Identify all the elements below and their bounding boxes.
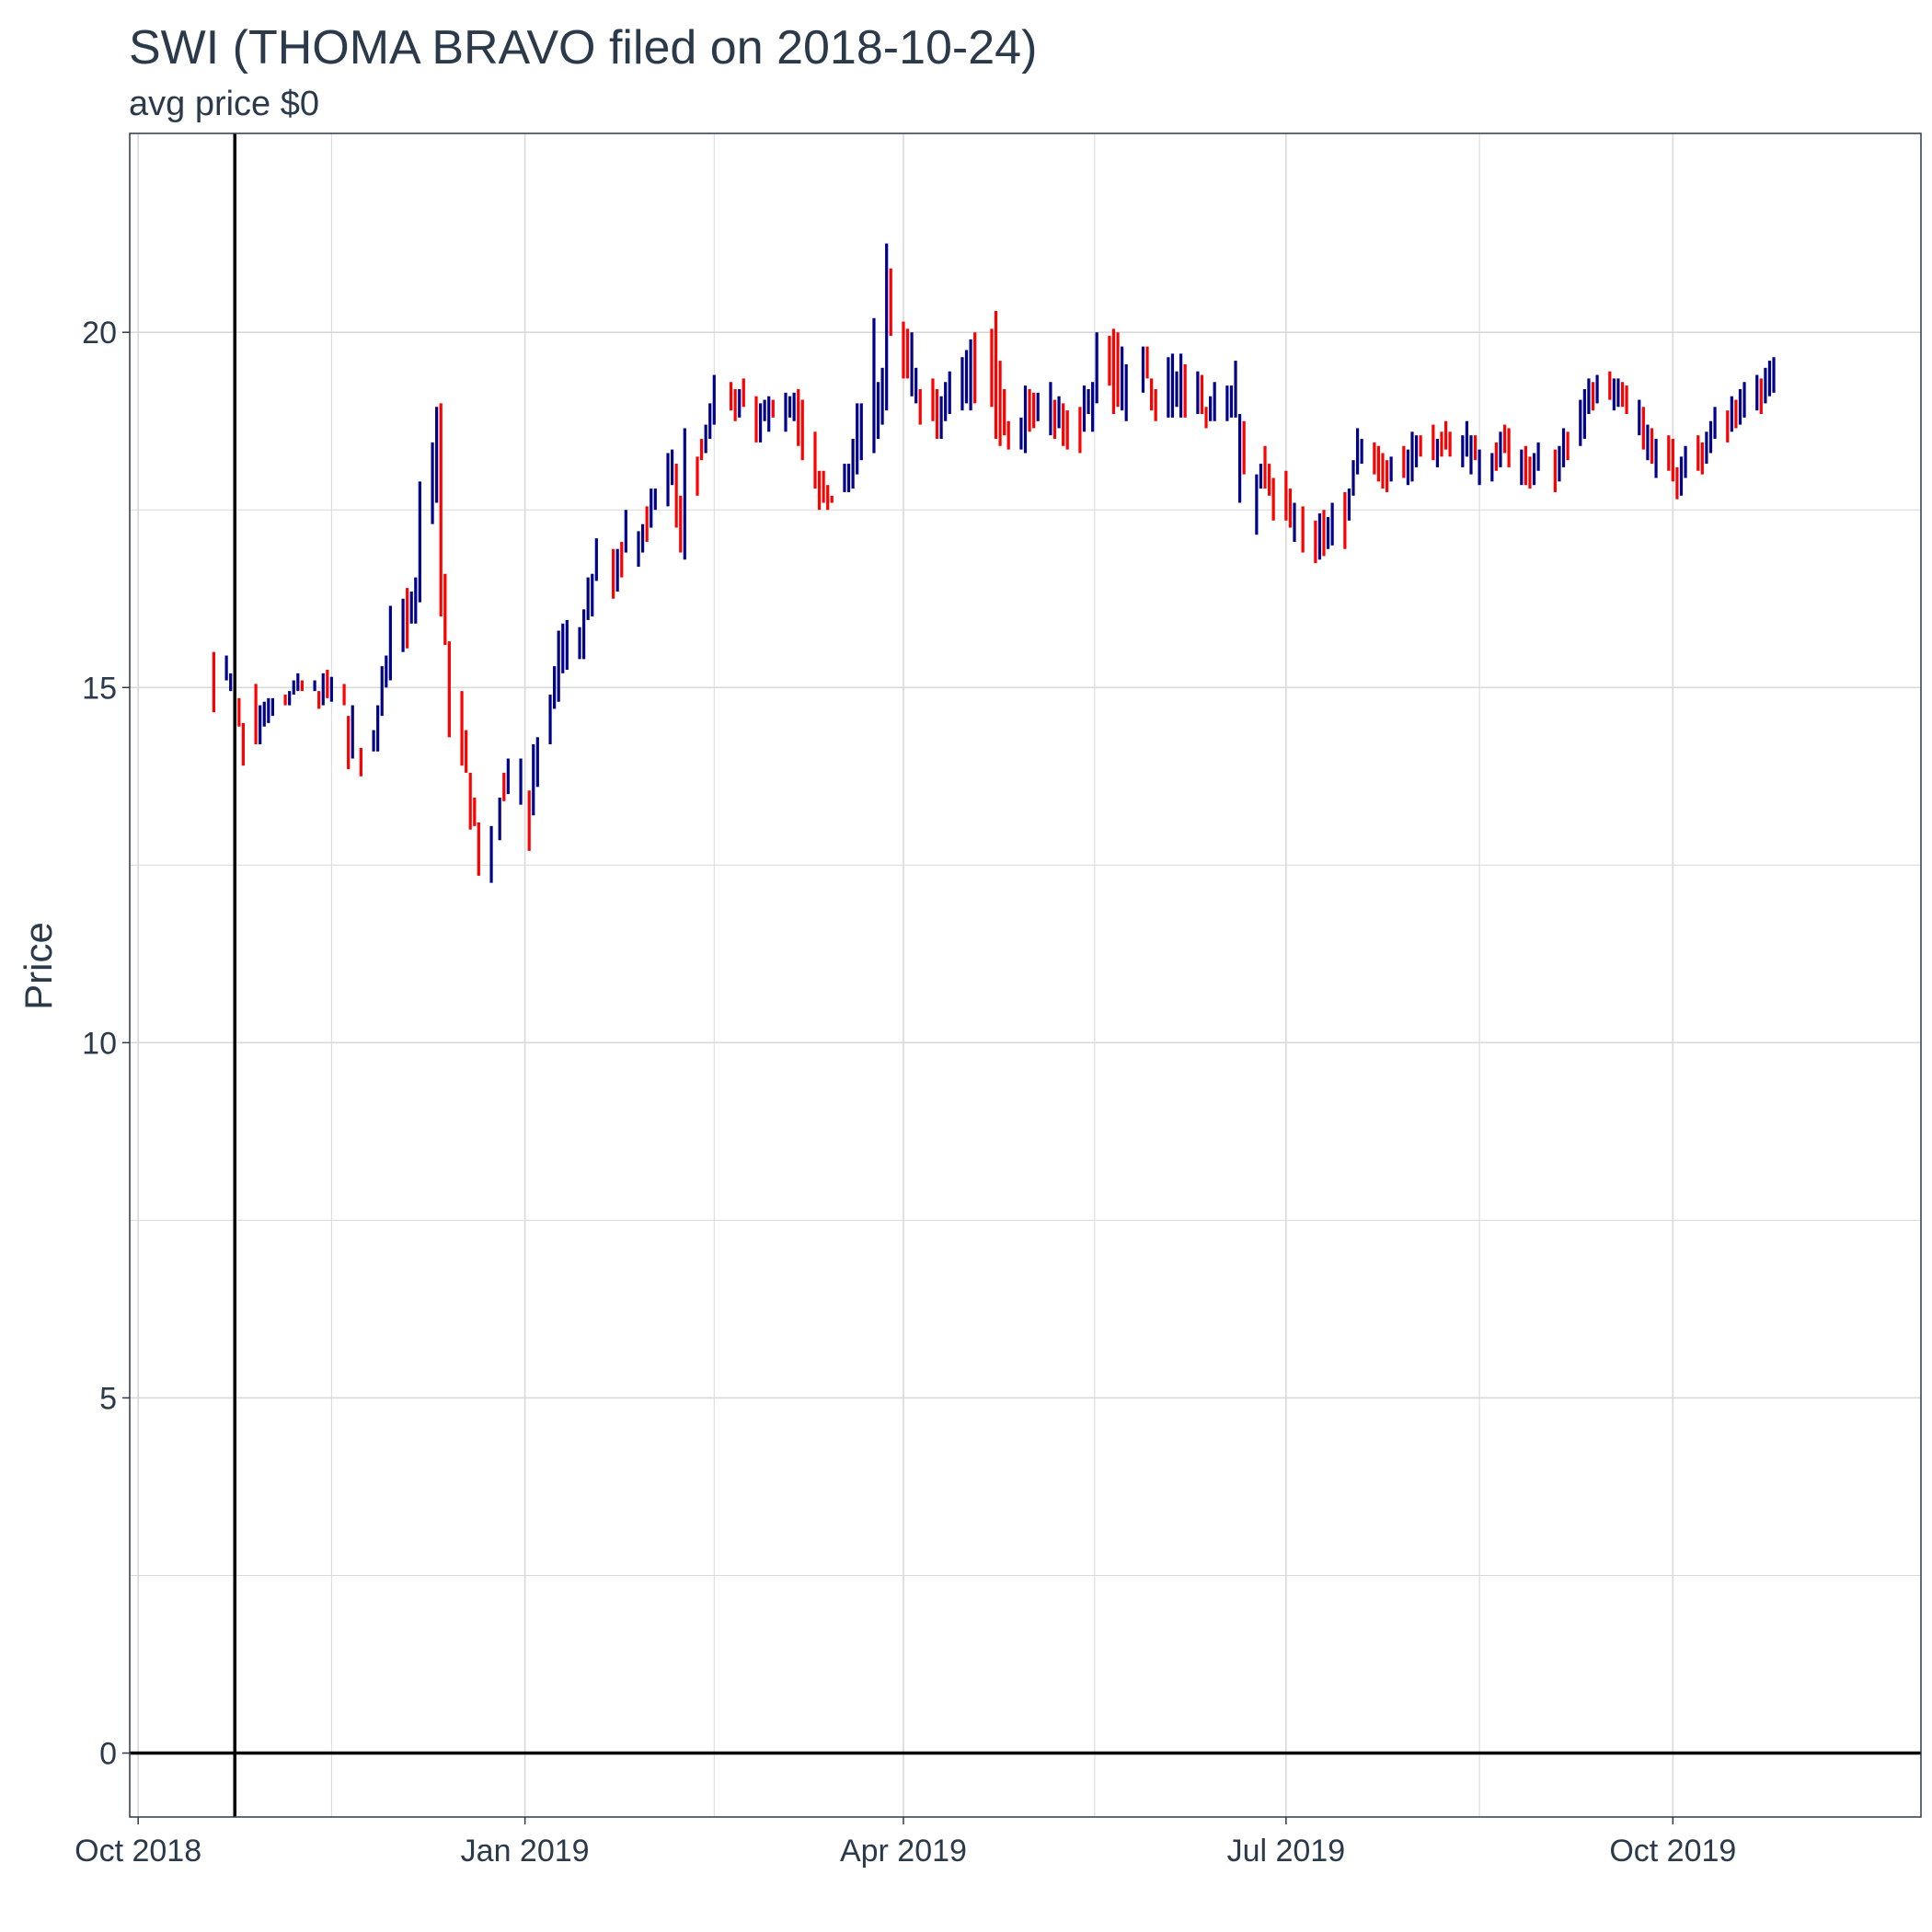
x-tick-label: Apr 2019 (840, 1834, 967, 1869)
y-tick-label: 15 (82, 671, 117, 706)
x-tick-label: Jan 2019 (461, 1834, 590, 1869)
grid-lines (130, 133, 1921, 1817)
x-tick-label: Jul 2019 (1227, 1834, 1346, 1869)
x-axis-ticks: Oct 2018 Jan 2019 Apr 2019 Jul 2019 Oct 2019 (75, 1817, 1736, 1869)
y-axis-title: Price (17, 922, 60, 1010)
plot-panel-border (129, 132, 1922, 1818)
y-tick-label: 0 (99, 1737, 117, 1772)
y-tick-label: 20 (82, 316, 117, 351)
y-axis-ticks: 0 5 10 15 20 (82, 316, 130, 1772)
chart-subtitle: avg price $0 (129, 85, 320, 123)
x-tick-label: Oct 2018 (75, 1834, 201, 1869)
ohlc-bars (212, 243, 1776, 883)
y-tick-label: 10 (82, 1026, 117, 1061)
chart-title: SWI (THOMA BRAVO filed on 2018-10-24) (129, 21, 1038, 75)
y-tick-label: 5 (99, 1381, 117, 1416)
x-tick-label: Oct 2019 (1609, 1834, 1736, 1869)
reference-lines (130, 133, 1921, 1817)
